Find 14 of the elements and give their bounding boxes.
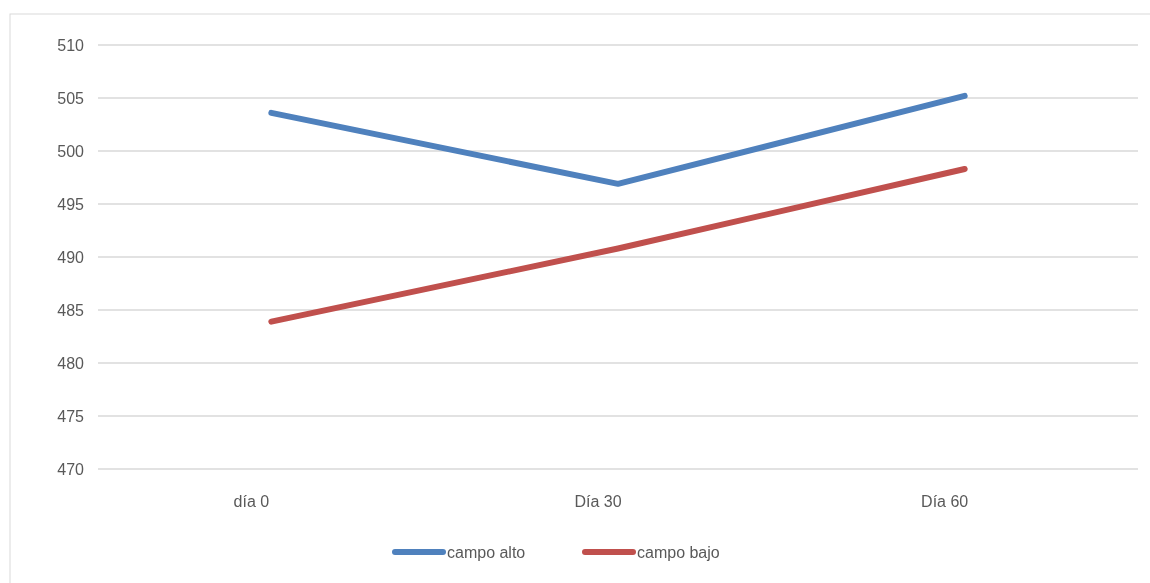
legend-label: campo bajo [637, 543, 720, 561]
legend-label: campo alto [447, 543, 526, 561]
y-tick-label: 475 [57, 407, 85, 425]
y-tick-label: 480 [57, 354, 85, 372]
y-tick-label: 470 [57, 460, 85, 478]
x-tick-label: día 0 [233, 493, 270, 510]
y-tick-label: 495 [57, 195, 85, 213]
y-tick-label: 485 [57, 301, 85, 319]
y-tick-label: 505 [57, 89, 85, 107]
y-tick-label: 490 [57, 248, 85, 266]
y-tick-label: 510 [57, 36, 85, 54]
x-tick-label: Día 60 [921, 493, 969, 510]
y-tick-label: 500 [57, 142, 85, 160]
x-tick-label: Día 30 [574, 493, 622, 510]
